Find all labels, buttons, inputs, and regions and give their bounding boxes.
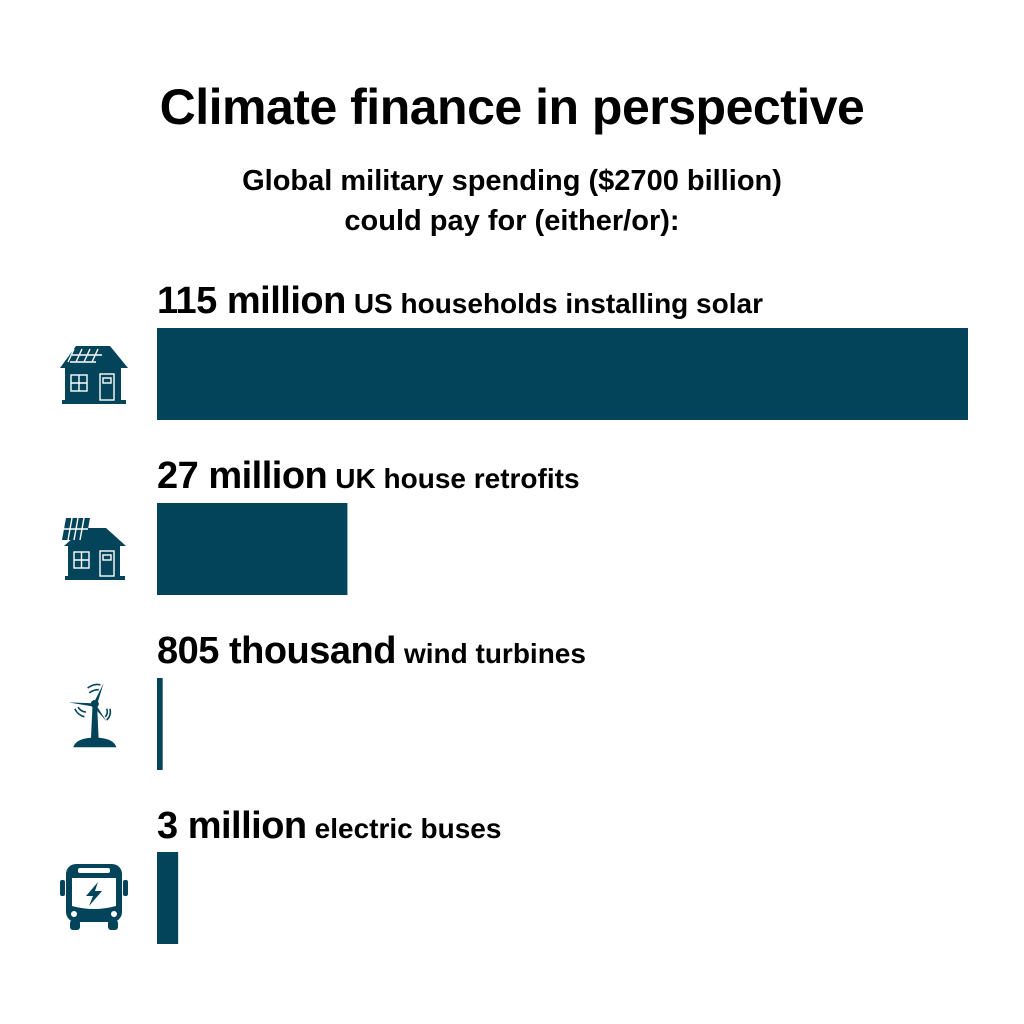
bar-label-0: 115 million US households installing sola… <box>157 280 763 323</box>
category-label: wind turbines <box>403 638 586 669</box>
bar-1 <box>157 503 348 595</box>
category-label: US households installing solar <box>353 288 763 319</box>
chart-subtitle-line2: could pay for (either/or): <box>344 205 680 237</box>
bar-label-2: 805 thousand wind turbines <box>157 630 586 673</box>
value-label: 3 million <box>157 805 307 847</box>
chart-subtitle-line1: Global military spending ($2700 billion) <box>242 165 782 197</box>
category-label: UK house retrofits <box>335 463 580 494</box>
bar-0 <box>157 328 968 420</box>
value-label: 805 thousand <box>157 630 396 672</box>
bar-2 <box>157 678 163 770</box>
bar-3 <box>157 852 179 944</box>
bar-label-1: 27 million UK house retrofits <box>157 455 580 498</box>
solar-house-icon <box>62 517 126 580</box>
category-label: electric buses <box>314 813 502 844</box>
value-label: 115 million <box>157 280 346 322</box>
chart-title: Climate finance in perspective <box>159 79 865 135</box>
electric-bus-icon <box>60 864 128 930</box>
bar-label-3: 3 million electric buses <box>157 805 501 848</box>
solar-house-icon <box>60 346 128 404</box>
wind-turbine-icon <box>68 683 117 748</box>
value-label: 27 million <box>157 455 328 497</box>
